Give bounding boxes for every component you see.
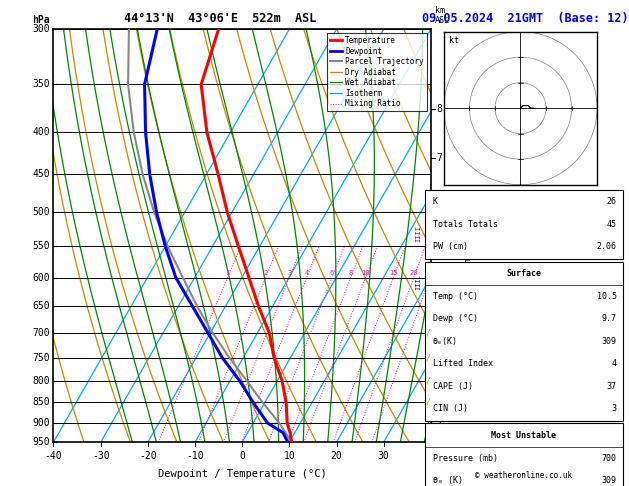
Text: Surface: Surface [506, 269, 541, 278]
Text: 750: 750 [32, 352, 50, 363]
Text: 700: 700 [32, 328, 50, 338]
Text: 2: 2 [437, 376, 442, 386]
Text: Most Unstable: Most Unstable [491, 431, 556, 440]
Text: km
ASL: km ASL [435, 6, 450, 25]
Text: -10: -10 [186, 451, 204, 461]
Text: © weatheronline.co.uk: © weatheronline.co.uk [475, 470, 572, 480]
Text: 950: 950 [32, 437, 50, 447]
Text: 44°13'N  43°06'E  522m  ASL: 44°13'N 43°06'E 522m ASL [124, 12, 316, 25]
Text: 309: 309 [602, 337, 617, 346]
Text: Totals Totals: Totals Totals [433, 220, 498, 229]
Text: 3: 3 [612, 404, 617, 413]
Text: 500: 500 [32, 207, 50, 217]
Text: 6: 6 [437, 200, 442, 210]
Text: 4: 4 [304, 270, 309, 276]
Bar [425, 190, 623, 259]
Text: PW (cm): PW (cm) [433, 243, 467, 251]
Text: -40: -40 [45, 451, 62, 461]
Text: 900: 900 [32, 418, 50, 428]
Text: θₑ (K): θₑ (K) [433, 476, 462, 485]
Text: -30: -30 [92, 451, 109, 461]
Text: 850: 850 [32, 398, 50, 407]
Text: 8: 8 [348, 270, 353, 276]
Text: 26: 26 [607, 197, 617, 207]
Text: /: / [425, 376, 430, 385]
Text: III.: III. [415, 274, 421, 290]
Text: 30: 30 [378, 451, 389, 461]
Text: Dewp (°C): Dewp (°C) [433, 314, 477, 323]
Text: 9.7: 9.7 [602, 314, 617, 323]
Text: 309: 309 [602, 476, 617, 485]
Text: 4: 4 [437, 284, 442, 295]
Text: 700: 700 [602, 454, 617, 463]
Text: Pressure (mb): Pressure (mb) [433, 454, 498, 463]
Text: 1: 1 [437, 418, 442, 428]
Text: 25: 25 [426, 270, 434, 276]
Legend: Temperature, Dewpoint, Parcel Trajectory, Dry Adiabat, Wet Adiabat, Isotherm, Mi: Temperature, Dewpoint, Parcel Trajectory… [327, 33, 427, 111]
Text: 4: 4 [612, 359, 617, 368]
Text: θₑ(K): θₑ(K) [433, 337, 457, 346]
Text: 10: 10 [284, 451, 295, 461]
Text: 09.05.2024  21GMT  (Base: 12): 09.05.2024 21GMT (Base: 12) [422, 12, 628, 25]
Text: 3: 3 [287, 270, 291, 276]
Text: 2.06: 2.06 [597, 243, 617, 251]
Text: 7: 7 [437, 153, 442, 163]
Text: Lifted Index: Lifted Index [433, 359, 493, 368]
Text: 10: 10 [361, 270, 370, 276]
Text: /: / [425, 398, 430, 407]
Text: 37: 37 [607, 382, 617, 391]
Text: 800: 800 [32, 376, 50, 386]
Text: 0: 0 [239, 451, 245, 461]
Text: 2: 2 [264, 270, 268, 276]
Text: 400: 400 [32, 127, 50, 137]
Text: K: K [433, 197, 438, 207]
Text: 650: 650 [32, 301, 50, 311]
Text: Mixing Ratio (g/kg): Mixing Ratio (g/kg) [464, 188, 473, 283]
Text: LCL: LCL [437, 444, 452, 453]
Text: 10.5: 10.5 [597, 292, 617, 301]
Text: 45: 45 [607, 220, 617, 229]
Text: kt: kt [448, 36, 459, 45]
Text: 5: 5 [437, 242, 442, 251]
Text: /: / [425, 329, 430, 337]
Text: 550: 550 [32, 242, 50, 251]
Bar [425, 261, 623, 421]
Text: 1: 1 [225, 270, 230, 276]
Text: 450: 450 [32, 170, 50, 179]
Text: CAPE (J): CAPE (J) [433, 382, 472, 391]
Text: 20: 20 [331, 451, 342, 461]
Text: Dewpoint / Temperature (°C): Dewpoint / Temperature (°C) [158, 469, 326, 479]
Text: 20: 20 [409, 270, 418, 276]
Text: 15: 15 [389, 270, 398, 276]
Text: 350: 350 [32, 79, 50, 89]
Text: IIII: IIII [415, 225, 421, 242]
Text: hPa: hPa [32, 15, 50, 25]
Text: -20: -20 [139, 451, 157, 461]
Text: Temp (°C): Temp (°C) [433, 292, 477, 301]
Text: 300: 300 [32, 24, 50, 34]
Text: 600: 600 [32, 273, 50, 282]
Text: 6: 6 [330, 270, 334, 276]
Text: CIN (J): CIN (J) [433, 404, 467, 413]
Text: 3: 3 [437, 328, 442, 338]
Bar [425, 423, 623, 486]
Text: 8: 8 [437, 104, 442, 114]
Text: /: / [425, 353, 430, 362]
